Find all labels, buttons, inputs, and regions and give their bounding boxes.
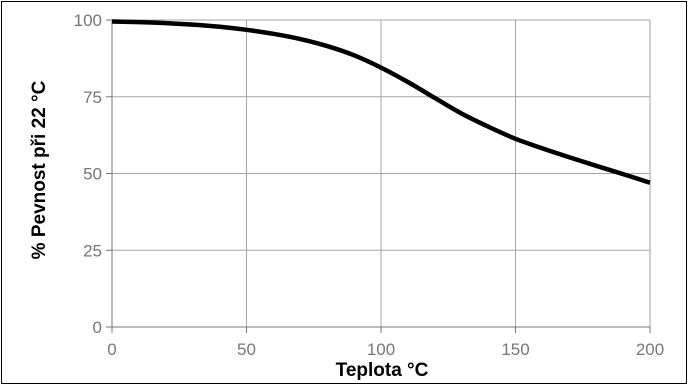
x-tick-label-150: 150 (501, 340, 529, 359)
y-tick-label-50: 50 (83, 165, 102, 184)
y-tick-label-75: 75 (83, 88, 102, 107)
series-group (111, 19, 651, 185)
grid-lines (112, 19, 651, 327)
y-tick-label-100: 100 (74, 11, 102, 30)
axes (106, 19, 651, 333)
x-tick-label-50: 50 (237, 340, 256, 359)
y-axis-title: % Pevnost při 22 °C (29, 80, 50, 259)
y-tick-labels: 0 25 50 75 100 (74, 11, 102, 337)
series-line-0 (111, 19, 651, 185)
x-axis-title: Teplota °C (336, 360, 429, 381)
y-tick-label-0: 0 (93, 318, 102, 337)
y-tick-label-25: 25 (83, 241, 102, 260)
x-tick-label-100: 100 (367, 340, 395, 359)
x-tick-labels: 0 50 100 150 200 (107, 340, 664, 359)
x-tick-label-200: 200 (636, 340, 664, 359)
x-tick-label-0: 0 (107, 340, 116, 359)
